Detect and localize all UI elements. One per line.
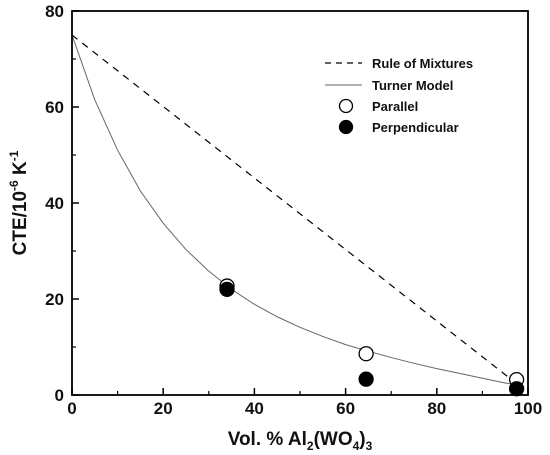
legend-perpendicular-label: Perpendicular bbox=[372, 120, 459, 135]
y-axis-title: CTE/10-6 K-1 bbox=[7, 150, 31, 255]
x-tick-label: 60 bbox=[336, 399, 355, 418]
x-axis-title: Vol. % Al2(WO4)3 bbox=[228, 429, 373, 453]
legend-rule-of-mixtures-label: Rule of Mixtures bbox=[372, 56, 473, 71]
legend: Rule of Mixtures Turner Model Parallel P… bbox=[325, 56, 473, 135]
legend-parallel-label: Parallel bbox=[372, 99, 418, 114]
y-tick-label: 20 bbox=[45, 290, 64, 309]
rule-of-mixtures-line bbox=[71, 34, 520, 386]
x-tick-label: 100 bbox=[514, 399, 542, 418]
parallel-point bbox=[358, 346, 374, 362]
legend-parallel-marker bbox=[338, 98, 354, 114]
plot-content bbox=[71, 34, 525, 397]
x-tick-label: 20 bbox=[154, 399, 173, 418]
x-tick-label: 80 bbox=[427, 399, 446, 418]
y-tick-label: 60 bbox=[45, 98, 64, 117]
legend-perpendicular-marker bbox=[338, 119, 354, 135]
perpendicular-point bbox=[219, 281, 235, 298]
axis-ticks: 0 20 40 60 80 100 0 20 40 60 80 bbox=[45, 2, 542, 418]
perpendicular-point bbox=[358, 371, 374, 387]
y-tick-label: 40 bbox=[45, 194, 64, 213]
turner-model-line bbox=[71, 34, 519, 386]
y-tick-label: 0 bbox=[55, 386, 64, 405]
x-tick-label: 0 bbox=[67, 399, 76, 418]
perpendicular-point bbox=[508, 381, 525, 397]
x-tick-label: 40 bbox=[245, 399, 264, 418]
y-tick-label: 80 bbox=[45, 2, 64, 21]
legend-turner-model-label: Turner Model bbox=[372, 78, 453, 93]
